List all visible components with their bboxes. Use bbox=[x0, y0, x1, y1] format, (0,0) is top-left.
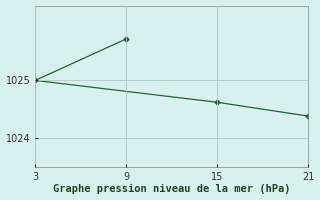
X-axis label: Graphe pression niveau de la mer (hPa): Graphe pression niveau de la mer (hPa) bbox=[53, 184, 291, 194]
